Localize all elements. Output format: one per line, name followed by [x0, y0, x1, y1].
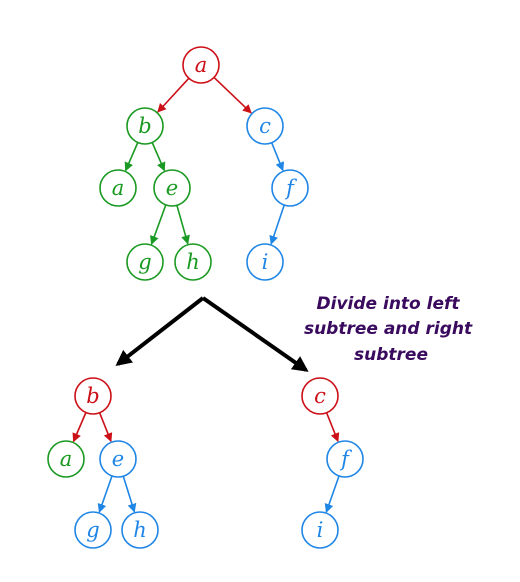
tree-original-edge-e-h: [176, 205, 190, 245]
node-circle: [246, 243, 284, 281]
node-label: b: [86, 384, 99, 408]
node-circle: [99, 440, 137, 478]
tree-right-edge-f-i: [324, 475, 340, 513]
node-label: a: [60, 447, 73, 471]
node-label: f: [339, 447, 352, 471]
node-label: a: [195, 53, 208, 77]
tree-left-edge-e-h: [122, 475, 137, 513]
tree-left-edge-b-e: [98, 412, 113, 443]
node-label: c: [259, 114, 271, 138]
tree-original-node-a: a: [182, 46, 220, 84]
tree-original-edge-e-g: [150, 204, 167, 246]
tree-original-edge-b-a2: [124, 142, 139, 172]
node-circle: [182, 46, 220, 84]
tree-original-node-g: g: [126, 243, 164, 281]
tree-original-edge-b-e: [151, 142, 166, 172]
node-circle: [326, 440, 364, 478]
node-label: g: [138, 250, 151, 274]
node-circle: [271, 169, 309, 207]
node-circle: [74, 377, 112, 415]
tree-left-node-h: h: [121, 511, 159, 549]
tree-original-node-f: f: [271, 169, 309, 207]
tree-original-node-e: e: [153, 169, 191, 207]
tree-right-node-f: f: [326, 440, 364, 478]
tree-original-edge-a-b: [157, 77, 190, 113]
node-label: g: [86, 518, 99, 542]
tree-original-node-c: c: [246, 107, 284, 145]
node-circle: [301, 511, 339, 549]
tree-original-edge-f-i: [269, 204, 285, 245]
node-label: i: [317, 518, 324, 542]
node-label: c: [314, 384, 326, 408]
tree-left-node-e: e: [99, 440, 137, 478]
node-label: i: [262, 250, 269, 274]
tree-original-edge-a-c: [213, 76, 252, 114]
node-circle: [246, 107, 284, 145]
node-label: f: [284, 176, 297, 200]
node-label: e: [112, 447, 124, 471]
tree-original-edge-c-f: [270, 142, 285, 172]
node-circle: [99, 169, 137, 207]
edges-layer: [72, 76, 340, 513]
tree-right-node-c: c: [301, 377, 339, 415]
node-circle: [301, 377, 339, 415]
divide-arrow-right: [201, 296, 309, 372]
tree-left-edge-e-g: [97, 475, 113, 513]
nodes-layer: a b c a e f g h i b a e g h c f i: [47, 46, 364, 549]
node-circle: [126, 243, 164, 281]
caption-line-3: subtree: [354, 345, 428, 365]
tree-left-node-a: a: [47, 440, 85, 478]
caption-line-2: subtree and right: [304, 319, 473, 339]
tree-original-node-a2: a: [99, 169, 137, 207]
node-circle: [126, 107, 164, 145]
caption: Divide into left subtree and right subtr…: [304, 294, 478, 365]
tree-original-node-i: i: [246, 243, 284, 281]
node-circle: [47, 440, 85, 478]
node-label: h: [133, 518, 147, 542]
node-label: b: [138, 114, 151, 138]
tree-right-edge-c-f: [325, 412, 340, 443]
node-circle: [174, 243, 212, 281]
node-label: e: [166, 176, 178, 200]
caption-line-1: Divide into left: [317, 294, 461, 314]
tree-left-node-g: g: [74, 511, 112, 549]
node-circle: [121, 511, 159, 549]
divide-arrows: [115, 296, 309, 372]
node-circle: [74, 511, 112, 549]
tree-left-node-b: b: [74, 377, 112, 415]
node-label: h: [186, 250, 200, 274]
node-circle: [153, 169, 191, 207]
tree-original-node-h: h: [174, 243, 212, 281]
node-label: a: [112, 176, 125, 200]
tree-right-node-i: i: [301, 511, 339, 549]
tree-original-node-b: b: [126, 107, 164, 145]
divide-arrow-left: [115, 296, 205, 366]
tree-left-edge-b-a: [72, 412, 87, 443]
